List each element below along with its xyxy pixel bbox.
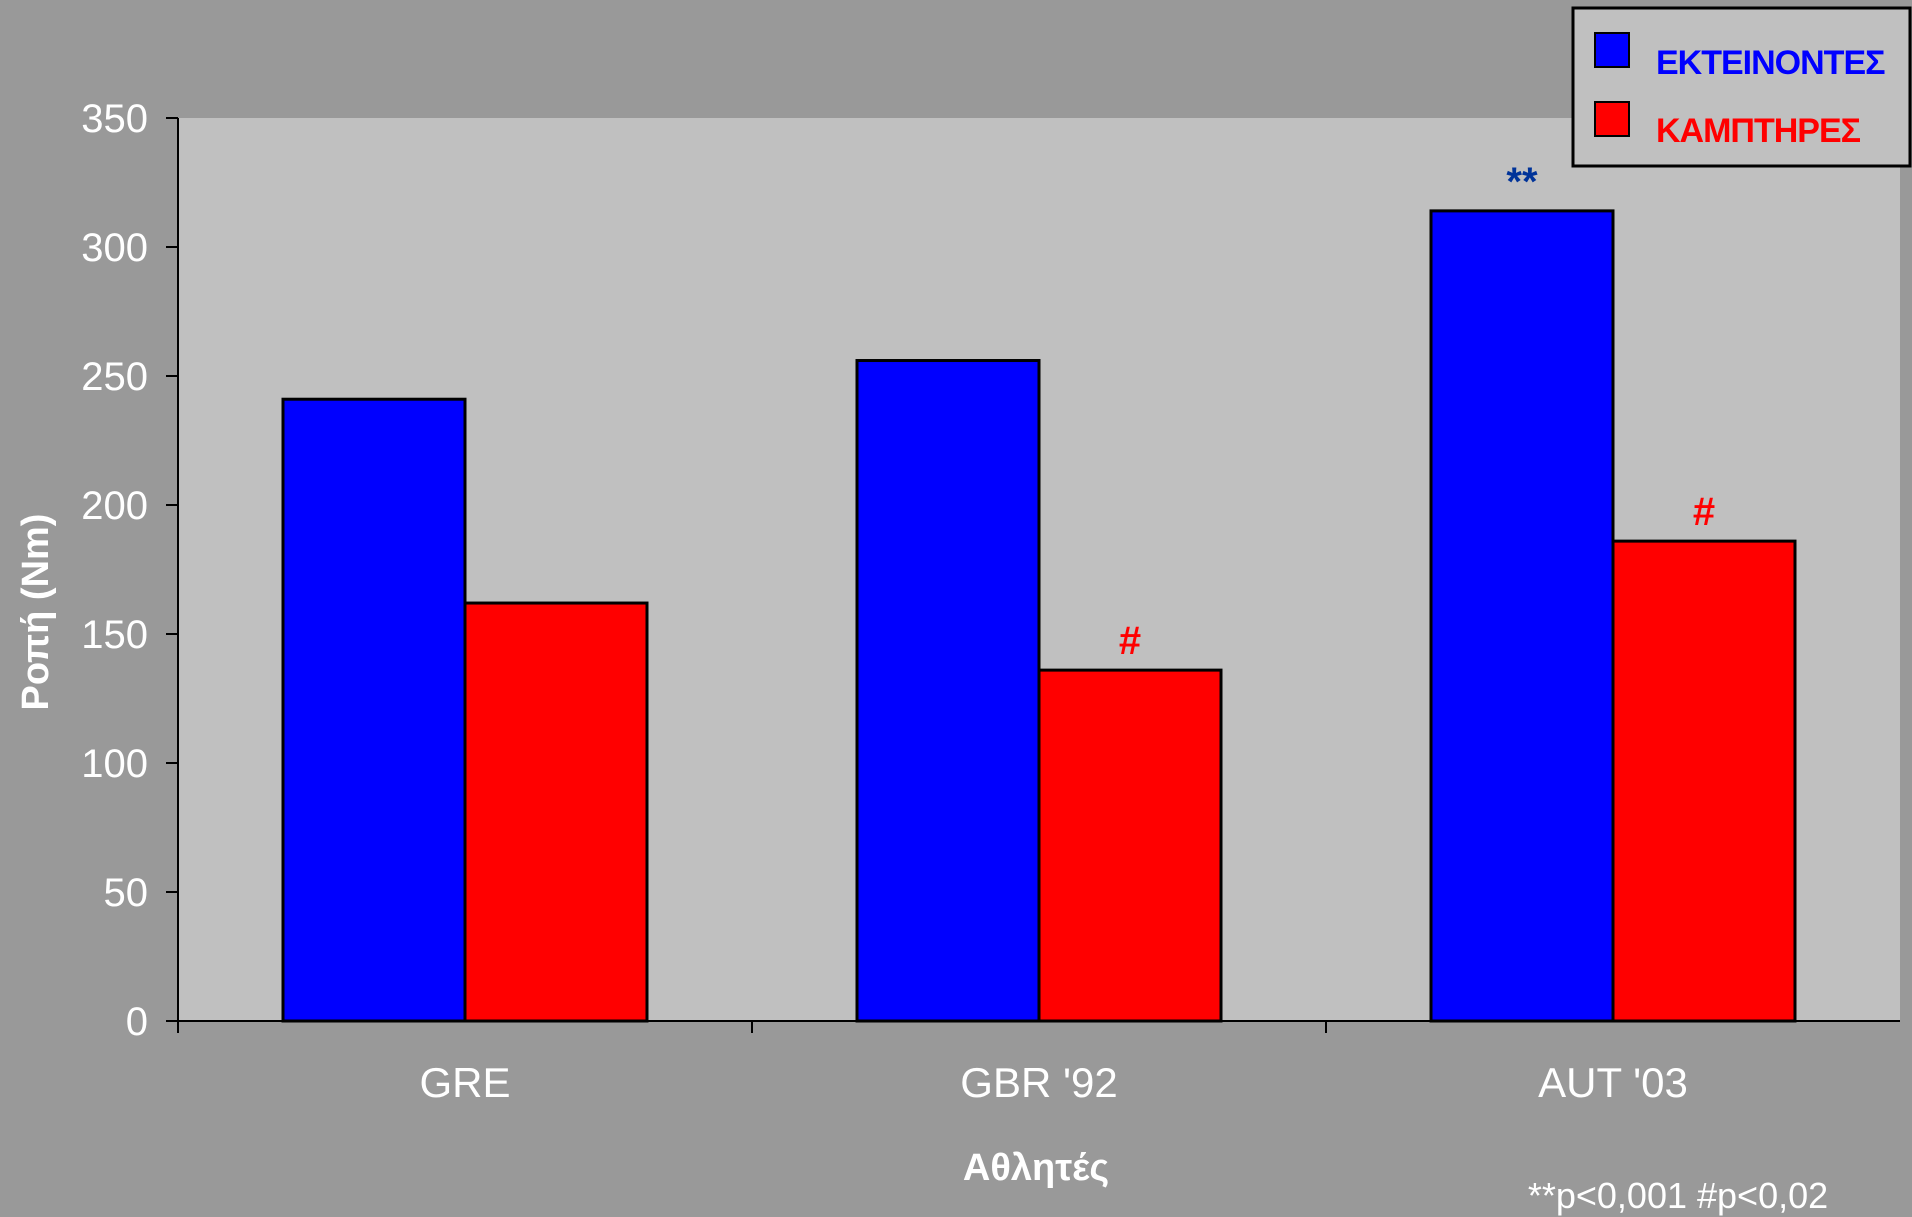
bar-extensors xyxy=(281,397,467,1023)
legend: ΕΚΤΕΙΝΟΝΤΕΣ ΚΑΜΠΤΗΡΕΣ xyxy=(1571,6,1912,168)
significance-marker: ** xyxy=(1506,160,1538,204)
x-categories-group: GRE GBR '92 AUT '03 xyxy=(177,1021,1688,1106)
bar-flexors xyxy=(1037,668,1223,1023)
x-category-label: GBR '92 xyxy=(960,1059,1117,1106)
bar-flexors xyxy=(463,601,649,1023)
x-axis-title: Αθλητές xyxy=(963,1147,1109,1189)
significance-marker: # xyxy=(1693,490,1715,534)
bar-flexors xyxy=(1611,539,1797,1023)
annotations-group: ** # # xyxy=(1119,160,1715,663)
bar-extensors xyxy=(1429,209,1615,1023)
y-tick-label: 100 xyxy=(81,742,148,786)
significance-footnote: **p<0,001 #p<0,02 xyxy=(1528,1175,1828,1216)
x-category-label: AUT '03 xyxy=(1538,1059,1688,1106)
y-tick-label: 250 xyxy=(81,355,148,399)
y-ticks-group: 0 50 100 150 200 250 300 350 xyxy=(81,97,178,1044)
bars-group xyxy=(281,209,1797,1023)
significance-marker: # xyxy=(1119,619,1141,663)
y-tick-label: 200 xyxy=(81,484,148,528)
legend-label-flexors: ΚΑΜΠΤΗΡΕΣ xyxy=(1656,112,1861,150)
legend-label-extensors: ΕΚΤΕΙΝΟΝΤΕΣ xyxy=(1656,44,1885,82)
y-tick-label: 350 xyxy=(81,97,148,141)
bar-extensors xyxy=(855,359,1041,1023)
y-tick-label: 0 xyxy=(126,1000,148,1044)
axes-group xyxy=(177,118,1900,1022)
y-tick-label: 50 xyxy=(104,871,149,915)
x-category-label: GRE xyxy=(419,1059,510,1106)
y-tick-label: 300 xyxy=(81,226,148,270)
y-axis-title: Ροπή (Nm) xyxy=(15,514,57,711)
legend-swatch-extensors xyxy=(1594,32,1630,68)
y-tick-label: 150 xyxy=(81,613,148,657)
legend-swatch-flexors xyxy=(1594,101,1630,137)
